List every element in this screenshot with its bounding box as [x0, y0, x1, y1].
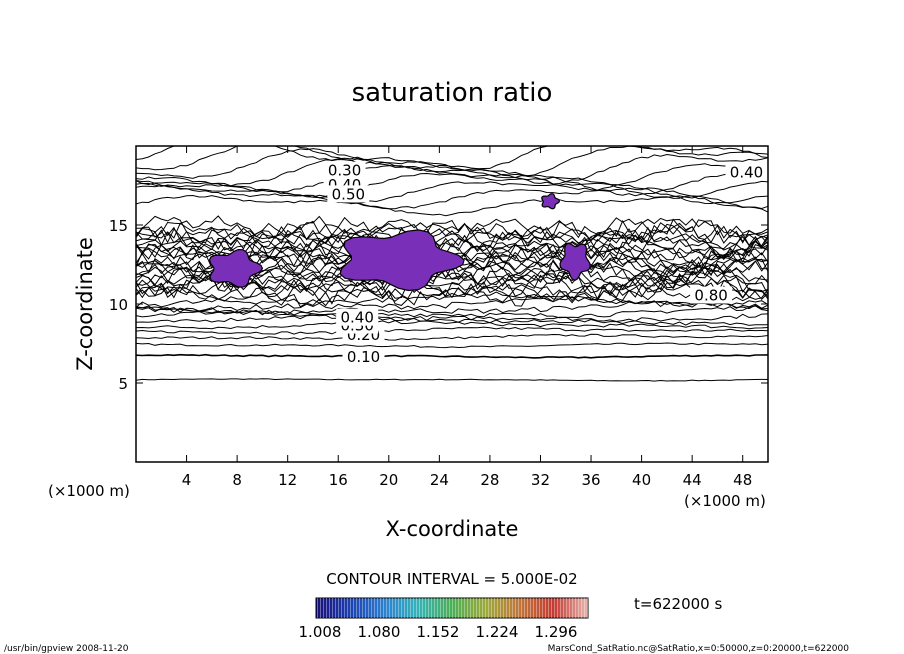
- plot-area: [136, 146, 768, 382]
- x-tick-label: 16: [329, 471, 348, 489]
- contour-line: [136, 326, 768, 335]
- colorbar-tick-label: 1.080: [358, 623, 401, 641]
- contour-label: 0.80: [694, 287, 727, 305]
- contour-label-bg: [327, 185, 370, 203]
- y-tick-label: 5: [118, 375, 128, 393]
- time-label: t=622000 s: [634, 595, 722, 613]
- x-tick-label: 36: [581, 471, 600, 489]
- contour-label-bg: [336, 308, 379, 326]
- y-tick-label: 15: [109, 217, 128, 235]
- y-axis-ticks: 5 10 15: [109, 217, 768, 393]
- supersaturated-region: [559, 242, 591, 281]
- contour-line: [136, 333, 768, 341]
- contour-label-bg: [323, 161, 366, 179]
- contour-line: [136, 301, 768, 316]
- colorbar-tick-label: 1.296: [535, 623, 578, 641]
- colorbar-tick-labels: 1.008 1.080 1.152 1.224 1.296: [299, 623, 578, 641]
- contour-line: [136, 223, 768, 252]
- contour-line: [136, 310, 768, 323]
- supersaturated-region: [208, 248, 264, 288]
- contour-label-bg: [690, 286, 733, 304]
- supersaturated-region: [541, 193, 561, 210]
- contour-line: [136, 146, 768, 171]
- contour-label: 0.50: [332, 185, 365, 203]
- supersaturated-region: [339, 229, 465, 292]
- colorbar-tick-label: 1.152: [417, 623, 460, 641]
- contour-line: [136, 314, 768, 326]
- contour-line: [136, 378, 768, 382]
- contour-line: [136, 353, 768, 359]
- x-tick-label: 4: [182, 471, 192, 489]
- contour-label-bg: [342, 348, 385, 366]
- colorbar-tick-label: 1.224: [476, 623, 519, 641]
- contour-line: [136, 291, 768, 308]
- contour-label: 0.30: [328, 162, 361, 180]
- x-tick-label: 32: [531, 471, 550, 489]
- x-axis-unit-left: (×1000 m): [48, 482, 130, 500]
- x-axis-ticks: 4 8 12 16 20 24 28 32 36 40 44 48: [182, 146, 752, 489]
- contour-line: [136, 148, 768, 185]
- contour-label: 0.10: [347, 348, 380, 366]
- footer-right: MarsCond_SatRatio.nc@SatRatio,x=0:50000,…: [548, 644, 850, 654]
- supersaturated-regions: [208, 193, 591, 292]
- x-tick-label: 24: [430, 471, 449, 489]
- contour-interval-label: CONTOUR INTERVAL = 5.000E-02: [326, 570, 577, 588]
- contour-line: [136, 305, 768, 319]
- contour-label: 0.40: [730, 163, 763, 181]
- footer-left: /usr/bin/gpview 2008-11-20: [4, 644, 129, 654]
- contour-line: [136, 296, 768, 313]
- contour-line: [136, 218, 768, 248]
- contour-line: [136, 342, 768, 349]
- contour-line: [136, 180, 768, 205]
- x-tick-label: 44: [683, 471, 702, 489]
- contour-line: [136, 282, 768, 308]
- x-tick-label: 28: [480, 471, 499, 489]
- contour-labels: 0.100.200.300.400.300.400.500.400.80: [323, 161, 768, 366]
- x-tick-label: 48: [733, 471, 752, 489]
- contour-line: [136, 165, 768, 197]
- x-tick-label: 8: [232, 471, 242, 489]
- contour-label-bg: [725, 163, 768, 181]
- contour-line: [136, 215, 768, 241]
- plot-frame: [135, 145, 769, 463]
- colorbar-tick-label: 1.008: [299, 623, 342, 641]
- x-tick-label: 12: [278, 471, 297, 489]
- y-axis-label: Z-coordinate: [73, 237, 97, 371]
- contour-line: [136, 156, 768, 191]
- x-tick-label: 20: [379, 471, 398, 489]
- x-axis-label: X-coordinate: [386, 517, 519, 541]
- contour-line: [136, 215, 768, 245]
- contour-label: 0.40: [340, 309, 373, 327]
- contour-line: [136, 320, 768, 330]
- y-tick-label: 10: [109, 296, 128, 314]
- x-tick-label: 40: [632, 471, 651, 489]
- x-axis-unit-right: (×1000 m): [684, 492, 766, 510]
- colorbar-stripes: [316, 598, 588, 618]
- chart-title: saturation ratio: [352, 78, 553, 108]
